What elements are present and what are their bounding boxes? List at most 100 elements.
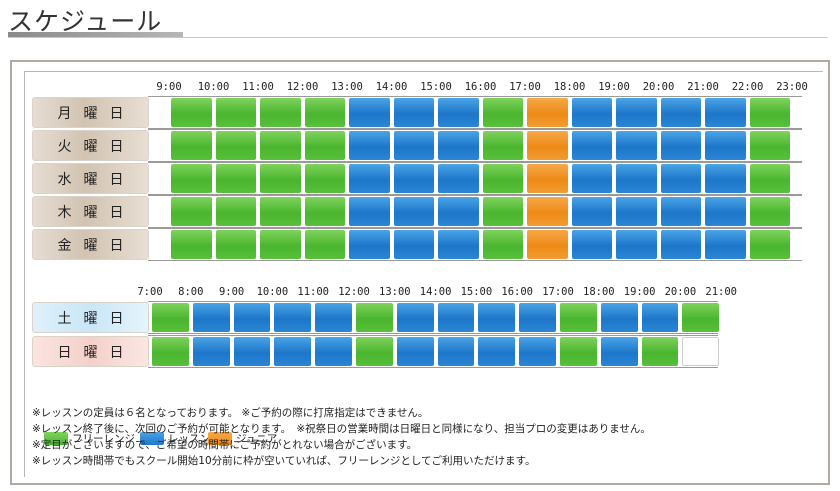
weekday-slot-free (749, 197, 790, 226)
weekend-slot-lesson (478, 337, 516, 366)
title-underline (8, 32, 183, 37)
weekday-slot-lesson (571, 131, 612, 160)
title-area: スケジュール (8, 2, 828, 38)
note-line: ※レッスン時間帯でもスクール開始10分前に枠が空いていれば、フリーレンジとしてご… (32, 455, 536, 467)
weekday-time-label: 11:00 (242, 81, 274, 93)
weekend-time-label: 18:00 (582, 286, 615, 298)
weekend-time-label: 8:00 (178, 286, 204, 298)
weekend-slot-lesson (315, 303, 352, 332)
weekday-slot-lesson (616, 164, 657, 193)
weekend-row-band (148, 301, 718, 334)
weekday-slot-lesson (616, 197, 657, 226)
page-title: スケジュール (8, 7, 163, 36)
weekday-time-label: 22:00 (731, 81, 764, 93)
weekday-slot-free (171, 230, 212, 259)
weekday-slot-free (304, 98, 345, 127)
legend-label-lesson: レッスン (168, 432, 210, 445)
weekend-slot-free (682, 303, 720, 332)
weekday-slot-lesson (349, 197, 390, 226)
weekday-slot-free (482, 131, 523, 160)
weekday-slot-free (171, 164, 212, 193)
weekday-slot-junior (527, 164, 568, 193)
title-divider (8, 37, 828, 38)
weekend-slot-lesson (274, 337, 312, 366)
weekday-slot-free (482, 197, 523, 226)
weekend-slot-free (152, 337, 189, 366)
weekend-slot-lesson (396, 337, 434, 366)
weekday-time-label: 23:00 (776, 81, 808, 93)
weekend-time-label: 13:00 (378, 286, 411, 298)
weekend-slot-lesson (519, 303, 556, 332)
weekend-slot-lesson (274, 303, 312, 332)
weekday-row-band (148, 195, 802, 228)
weekday-slot-free (171, 197, 212, 226)
weekday-time-label: 21:00 (687, 81, 719, 93)
weekday-slot-lesson (438, 98, 479, 127)
weekday-time-label: 18:00 (553, 81, 586, 93)
weekend-time-label: 17:00 (542, 286, 574, 298)
weekday-slot-lesson (705, 230, 746, 259)
junior-swatch (208, 431, 232, 445)
weekday-time-label: 20:00 (642, 81, 675, 93)
weekday-slot-free (215, 164, 256, 193)
weekday-slot-free (260, 197, 301, 226)
weekday-slot-junior (527, 131, 568, 160)
weekday-slot-lesson (571, 197, 612, 226)
weekend-slot-lesson (315, 337, 352, 366)
weekday-slot-lesson (660, 197, 701, 226)
weekday-slot-lesson (438, 164, 479, 193)
weekend-slot-free (152, 303, 189, 332)
weekday-slot-free (304, 131, 345, 160)
weekend-slot-lesson (192, 337, 230, 366)
weekday-slot-free (215, 197, 256, 226)
weekend-slot-lesson (600, 337, 638, 366)
weekday-day-label: 金曜日 (32, 229, 149, 260)
weekday-slot-junior (527, 230, 568, 259)
weekday-slot-lesson (393, 197, 434, 226)
weekday-slot-free (260, 164, 301, 193)
weekday-slot-free (260, 98, 301, 127)
weekday-slot-lesson (393, 164, 434, 193)
weekday-slot-lesson (705, 197, 746, 226)
weekend-slot-lesson (233, 303, 271, 332)
weekend-slot-free (560, 303, 597, 332)
weekday-day-label: 水曜日 (32, 163, 149, 194)
weekend-time-label: 16:00 (501, 286, 533, 298)
weekday-slot-free (171, 131, 212, 160)
weekend-time-label: 11:00 (297, 286, 329, 298)
weekend-time-label: 7:00 (137, 286, 163, 298)
weekday-time-label: 14:00 (375, 81, 408, 93)
lesson-swatch (140, 431, 164, 445)
weekend-time-label: 20:00 (664, 286, 697, 298)
weekend-slot-lesson (437, 337, 475, 366)
weekday-slot-free (260, 230, 301, 259)
weekday-slot-free (171, 98, 212, 127)
weekend-slot-free (560, 337, 597, 366)
weekday-slot-lesson (438, 230, 479, 259)
weekday-slot-junior (527, 98, 568, 127)
weekday-slot-lesson (571, 98, 612, 127)
weekday-slot-free (260, 131, 301, 160)
schedule-panel-inner (24, 71, 823, 477)
legend-item-free-range: フリーレンジ (44, 430, 135, 446)
legend-label-free-range: フリーレンジ (72, 432, 135, 445)
weekday-slot-lesson (393, 230, 434, 259)
weekend-slot-lesson (519, 337, 556, 366)
weekday-slot-free (749, 230, 790, 259)
weekday-slot-lesson (705, 98, 746, 127)
weekend-slot-free (356, 337, 393, 366)
weekday-slot-free (215, 98, 256, 127)
weekday-slot-lesson (616, 230, 657, 259)
weekend-slot-lesson (233, 337, 271, 366)
weekday-slot-lesson (349, 131, 390, 160)
weekday-slot-lesson (571, 230, 612, 259)
weekday-row-band (148, 228, 802, 261)
weekday-slot-lesson (393, 131, 434, 160)
schedule-notes: ※レッスンの定員は６名となっております。 ※ご予約の際に打席指定はできません。 … (32, 405, 822, 469)
weekday-slot-junior (527, 197, 568, 226)
weekday-slot-lesson (705, 164, 746, 193)
weekday-slot-lesson (349, 164, 390, 193)
legend-item-junior: ジュニア (208, 430, 277, 446)
legend-item-lesson: レッスン (140, 430, 210, 446)
weekday-slot-free (482, 98, 523, 127)
